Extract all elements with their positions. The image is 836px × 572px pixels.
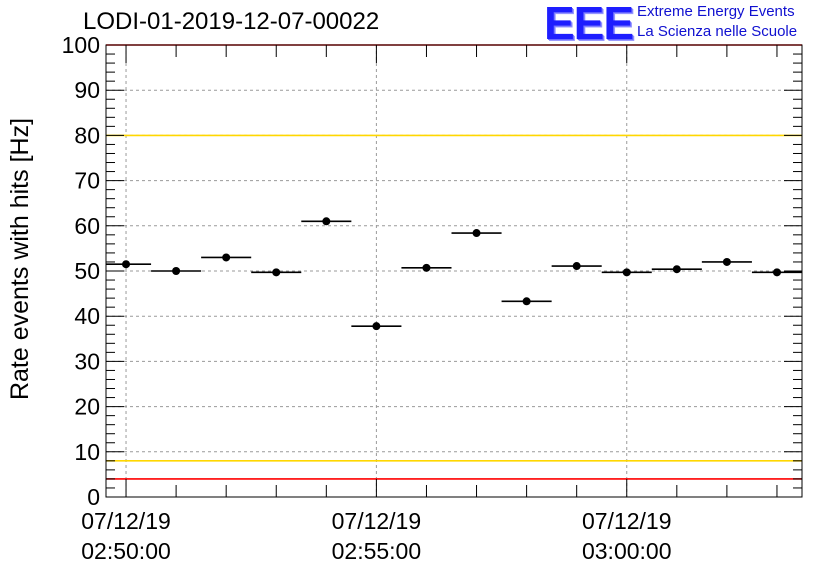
data-point-marker — [622, 268, 631, 277]
y-tick-label: 20 — [74, 394, 100, 420]
data-point-marker — [522, 297, 531, 306]
data-point-marker — [222, 253, 231, 262]
data-point-marker — [772, 268, 781, 277]
data-point-marker — [672, 265, 681, 274]
x-tick-labels: 07/12/19 02:50:00 07/12/19 02:55:00 07/12/19… — [81, 508, 671, 564]
data-point-marker — [272, 268, 281, 277]
grid-lines — [106, 45, 802, 497]
data-point-marker — [122, 260, 131, 269]
data-point-marker — [422, 263, 431, 272]
y-tick-label: 30 — [74, 348, 100, 374]
y-tick-label: 100 — [62, 32, 100, 58]
logo-line-2: La Scienza nelle Scuole — [637, 23, 798, 40]
x-tick-time: 02:55:00 — [332, 538, 422, 564]
chart-title: LODI-01-2019-12-07-00022 — [83, 8, 380, 35]
y-tick-label: 40 — [74, 303, 100, 329]
x-tick-time: 03:00:00 — [582, 538, 672, 564]
logo-line-1: Extreme Energy Events — [637, 3, 795, 20]
y-tick-label: 80 — [74, 122, 100, 148]
data-point-marker — [322, 217, 331, 226]
y-tick-label: 90 — [74, 77, 100, 103]
y-tick-label: 60 — [74, 213, 100, 239]
tick-marks — [106, 44, 802, 498]
y-tick-label: 70 — [74, 168, 100, 194]
y-tick-label: 50 — [74, 258, 100, 284]
data-point-marker — [722, 257, 731, 266]
data-point-marker — [172, 267, 181, 275]
reference-lines — [106, 44, 802, 480]
data-point-marker — [572, 262, 581, 271]
data-point-marker — [472, 229, 481, 238]
x-tick-time: 02:50:00 — [81, 538, 171, 564]
x-tick-date: 07/12/19 — [81, 508, 171, 534]
x-tick-date: 07/12/19 — [332, 508, 422, 534]
data-point-marker — [372, 322, 381, 331]
data-points — [106, 217, 802, 331]
logo-text: Extreme Energy Events La Scienza nelle S… — [637, 2, 797, 42]
y-tick-label: 0 — [87, 484, 100, 510]
y-tick-label: 10 — [74, 439, 100, 465]
eee-logo: EEE — [544, 0, 634, 49]
x-tick-date: 07/12/19 — [582, 508, 672, 534]
y-axis-label: Rate events with hits [Hz] — [6, 118, 34, 400]
y-tick-labels: 0 10 20 30 40 50 60 70 80 90 100 — [62, 32, 100, 510]
